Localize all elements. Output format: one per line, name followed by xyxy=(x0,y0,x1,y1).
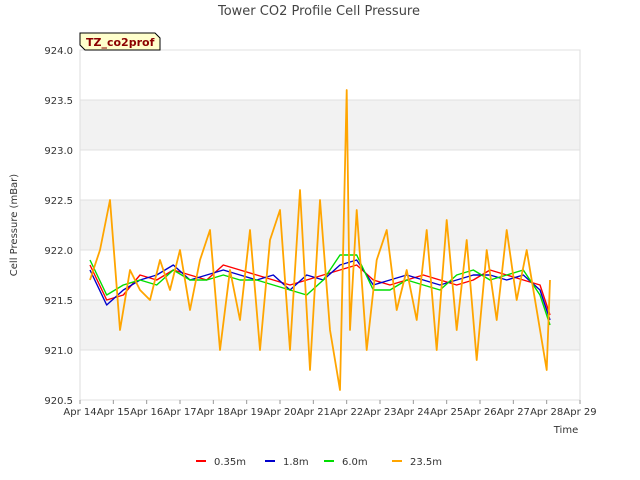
grid-band xyxy=(80,150,580,200)
x-tick-label: Apr 16 xyxy=(130,407,163,418)
y-tick-label: 923.5 xyxy=(44,96,73,107)
x-tick-label: Apr 15 xyxy=(97,407,130,418)
grid-bands xyxy=(80,50,580,400)
legend-label: 23.5m xyxy=(410,457,442,468)
series-line-23-5m xyxy=(89,89,551,391)
y-tick-label: 921.0 xyxy=(44,346,73,357)
y-axis: 920.5 921.0 921.5 922.0 922.5 923.0 923.5 924.0 xyxy=(44,46,580,407)
y-tick-label: 923.0 xyxy=(44,146,73,157)
x-tick-label: Apr 28 xyxy=(530,407,563,418)
badge-shape xyxy=(79,32,161,51)
series-line-0-35m xyxy=(89,264,551,316)
series-line-6-0m xyxy=(89,254,551,326)
legend-label: 6.0m xyxy=(342,457,368,468)
x-tick-label: Apr 17 xyxy=(163,407,196,418)
x-tick-label: Apr 26 xyxy=(463,407,496,418)
y-tick-label: 924.0 xyxy=(44,46,73,57)
y-tick-label: 922.0 xyxy=(44,246,73,257)
chart-title: Tower CO2 Profile Cell Pressure xyxy=(217,4,420,19)
x-tick-label: Apr 27 xyxy=(497,407,530,418)
x-tick-label: Apr 21 xyxy=(297,407,330,418)
grid-band xyxy=(80,250,580,300)
series-group xyxy=(89,89,551,391)
y-tick-label: 921.5 xyxy=(44,296,73,307)
legend-label: 1.8m xyxy=(283,457,309,468)
grid-band xyxy=(80,50,580,100)
legend-label: 0.35m xyxy=(214,457,246,468)
y-tick-label: 920.5 xyxy=(44,396,73,407)
x-tick-label: Apr 14 xyxy=(63,407,96,418)
badge: TZ_co2prof xyxy=(79,32,161,51)
x-tick-label: Apr 19 xyxy=(230,407,263,418)
x-axis-title: Time xyxy=(553,425,578,436)
x-tick-label: Apr 25 xyxy=(430,407,463,418)
x-axis: Apr 14 Apr 15 Apr 16 Apr 17 Apr 18 Apr 19 Apr … xyxy=(63,400,597,418)
y-axis-title: Cell Pressure (mBar) xyxy=(9,174,20,276)
x-tick-label: Apr 18 xyxy=(197,407,230,418)
legend: 0.35m 1.8m 6.0m 23.5m xyxy=(196,457,442,468)
grid-band xyxy=(80,350,580,400)
x-tick-label: Apr 23 xyxy=(363,407,396,418)
x-tick-label: Apr 22 xyxy=(330,407,363,418)
y-tick-label: 922.5 xyxy=(44,196,73,207)
grid-band xyxy=(80,200,580,250)
x-tick-label: Apr 29 xyxy=(563,407,596,418)
x-tick-label: Apr 24 xyxy=(397,407,430,418)
badge-label: TZ_co2prof xyxy=(86,36,155,49)
x-tick-label: Apr 20 xyxy=(263,407,296,418)
grid-band xyxy=(80,100,580,150)
